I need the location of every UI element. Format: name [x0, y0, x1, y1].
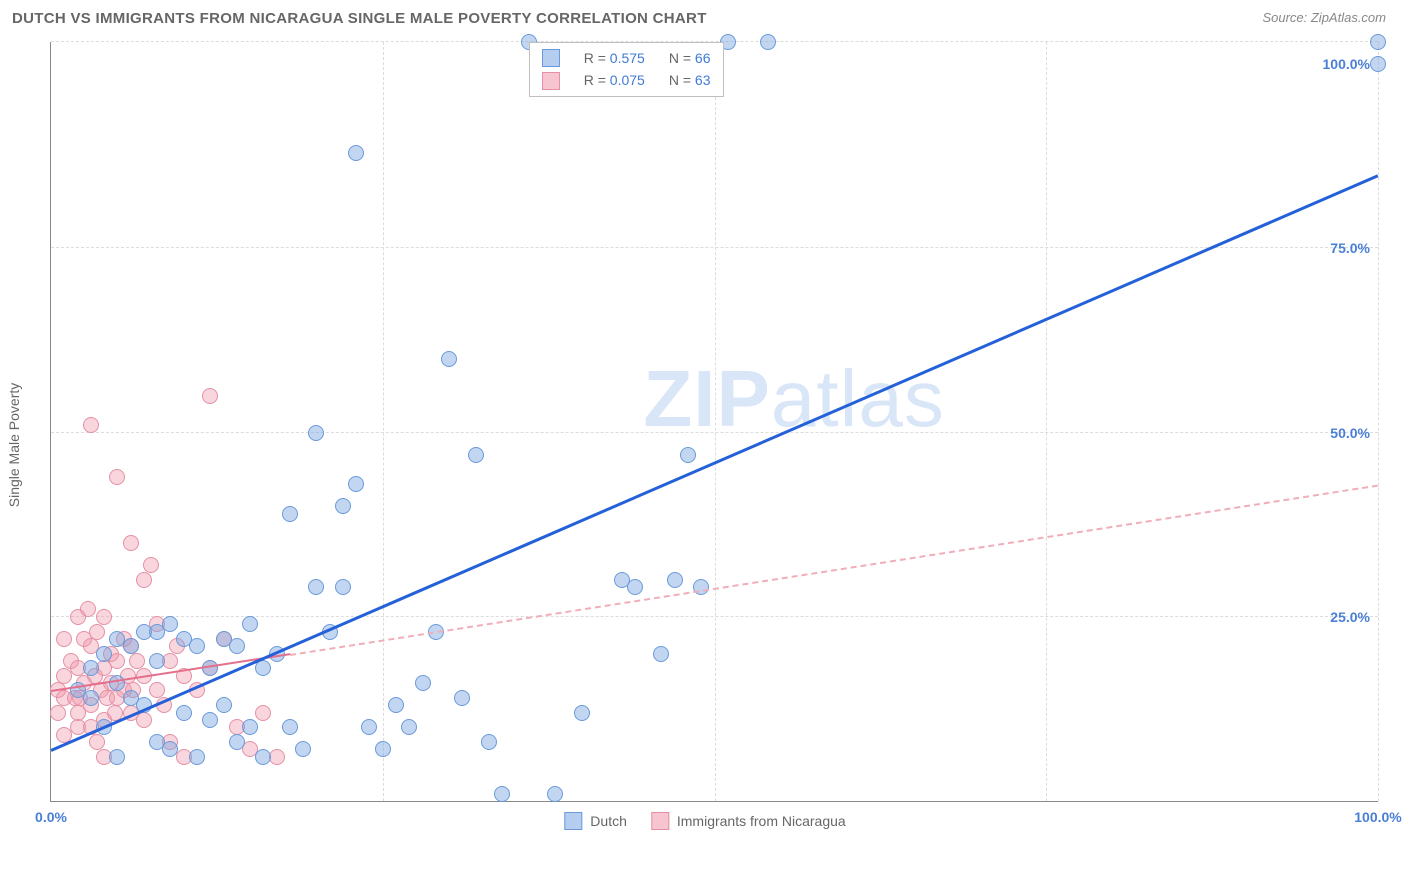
data-point [80, 601, 96, 617]
data-point [83, 417, 99, 433]
data-point [348, 476, 364, 492]
legend-bottom: Dutch Immigrants from Nicaragua [564, 812, 845, 830]
source-label: Source: ZipAtlas.com [1262, 10, 1386, 25]
data-point [494, 786, 510, 802]
data-point [547, 786, 563, 802]
data-point [229, 638, 245, 654]
data-point [481, 734, 497, 750]
data-point [667, 572, 683, 588]
data-point [361, 719, 377, 735]
legend-r-label: R = 0.575 [572, 47, 657, 69]
data-point [415, 675, 431, 691]
data-point [229, 734, 245, 750]
legend-swatch [564, 812, 582, 830]
data-point [295, 741, 311, 757]
data-point [255, 749, 271, 765]
data-point [176, 705, 192, 721]
data-point [162, 741, 178, 757]
data-point [123, 638, 139, 654]
data-point [83, 660, 99, 676]
legend-n-label: N = 66 [657, 47, 723, 69]
y-tick-label: 75.0% [1330, 240, 1370, 256]
data-point [693, 579, 709, 595]
legend-swatch [542, 72, 560, 90]
data-point [96, 609, 112, 625]
data-point [1370, 34, 1386, 50]
data-point [149, 653, 165, 669]
data-point [255, 705, 271, 721]
x-tick-label: 100.0% [1354, 809, 1401, 825]
x-tick-label: 0.0% [35, 809, 67, 825]
data-point [468, 447, 484, 463]
header: DUTCH VS IMMIGRANTS FROM NICARAGUA SINGL… [0, 0, 1406, 27]
grid-line-v [1378, 42, 1379, 801]
data-point [136, 712, 152, 728]
y-axis-label: Single Male Poverty [6, 383, 22, 508]
data-point [1370, 56, 1386, 72]
data-point [189, 749, 205, 765]
data-point [627, 579, 643, 595]
trend-line [290, 484, 1378, 655]
grid-line-v [383, 42, 384, 801]
data-point [308, 579, 324, 595]
data-point [680, 447, 696, 463]
plot-area: ZIPatlas 25.0%50.0%75.0%100.0%0.0%100.0%… [50, 42, 1378, 802]
data-point [202, 712, 218, 728]
chart-title: DUTCH VS IMMIGRANTS FROM NICARAGUA SINGL… [12, 10, 707, 27]
legend-item: Immigrants from Nicaragua [651, 812, 846, 830]
data-point [129, 653, 145, 669]
grid-line-v [1046, 42, 1047, 801]
data-point [202, 388, 218, 404]
legend-r-label: R = 0.075 [572, 69, 657, 91]
data-point [335, 579, 351, 595]
data-point [123, 535, 139, 551]
data-point [388, 697, 404, 713]
data-point [335, 498, 351, 514]
data-point [255, 660, 271, 676]
y-tick-label: 25.0% [1330, 609, 1370, 625]
data-point [143, 557, 159, 573]
data-point [83, 690, 99, 706]
legend-stats: R = 0.575N = 66R = 0.075N = 63 [529, 42, 724, 97]
legend-item: Dutch [564, 812, 627, 830]
data-point [109, 469, 125, 485]
y-tick-label: 50.0% [1330, 425, 1370, 441]
data-point [242, 719, 258, 735]
legend-n-label: N = 63 [657, 69, 723, 91]
chart-wrapper: Single Male Poverty ZIPatlas 25.0%50.0%7… [20, 42, 1390, 832]
legend-swatch [542, 49, 560, 67]
data-point [375, 741, 391, 757]
data-point [401, 719, 417, 735]
chart-container: DUTCH VS IMMIGRANTS FROM NICARAGUA SINGL… [0, 0, 1406, 892]
y-tick-label: 100.0% [1323, 56, 1370, 72]
data-point [216, 697, 232, 713]
data-point [760, 34, 776, 50]
data-point [162, 616, 178, 632]
data-point [574, 705, 590, 721]
data-point [109, 675, 125, 691]
data-point [50, 705, 66, 721]
data-point [308, 425, 324, 441]
data-point [89, 734, 105, 750]
data-point [109, 749, 125, 765]
data-point [282, 506, 298, 522]
data-point [189, 638, 205, 654]
data-point [136, 572, 152, 588]
data-point [653, 646, 669, 662]
data-point [454, 690, 470, 706]
data-point [89, 624, 105, 640]
data-point [242, 616, 258, 632]
data-point [149, 682, 165, 698]
data-point [441, 351, 457, 367]
legend-swatch [651, 812, 669, 830]
legend-label: Immigrants from Nicaragua [677, 813, 846, 829]
data-point [348, 145, 364, 161]
data-point [96, 646, 112, 662]
data-point [202, 660, 218, 676]
legend-label: Dutch [590, 813, 627, 829]
data-point [282, 719, 298, 735]
data-point [56, 631, 72, 647]
grid-line-v [715, 42, 716, 801]
